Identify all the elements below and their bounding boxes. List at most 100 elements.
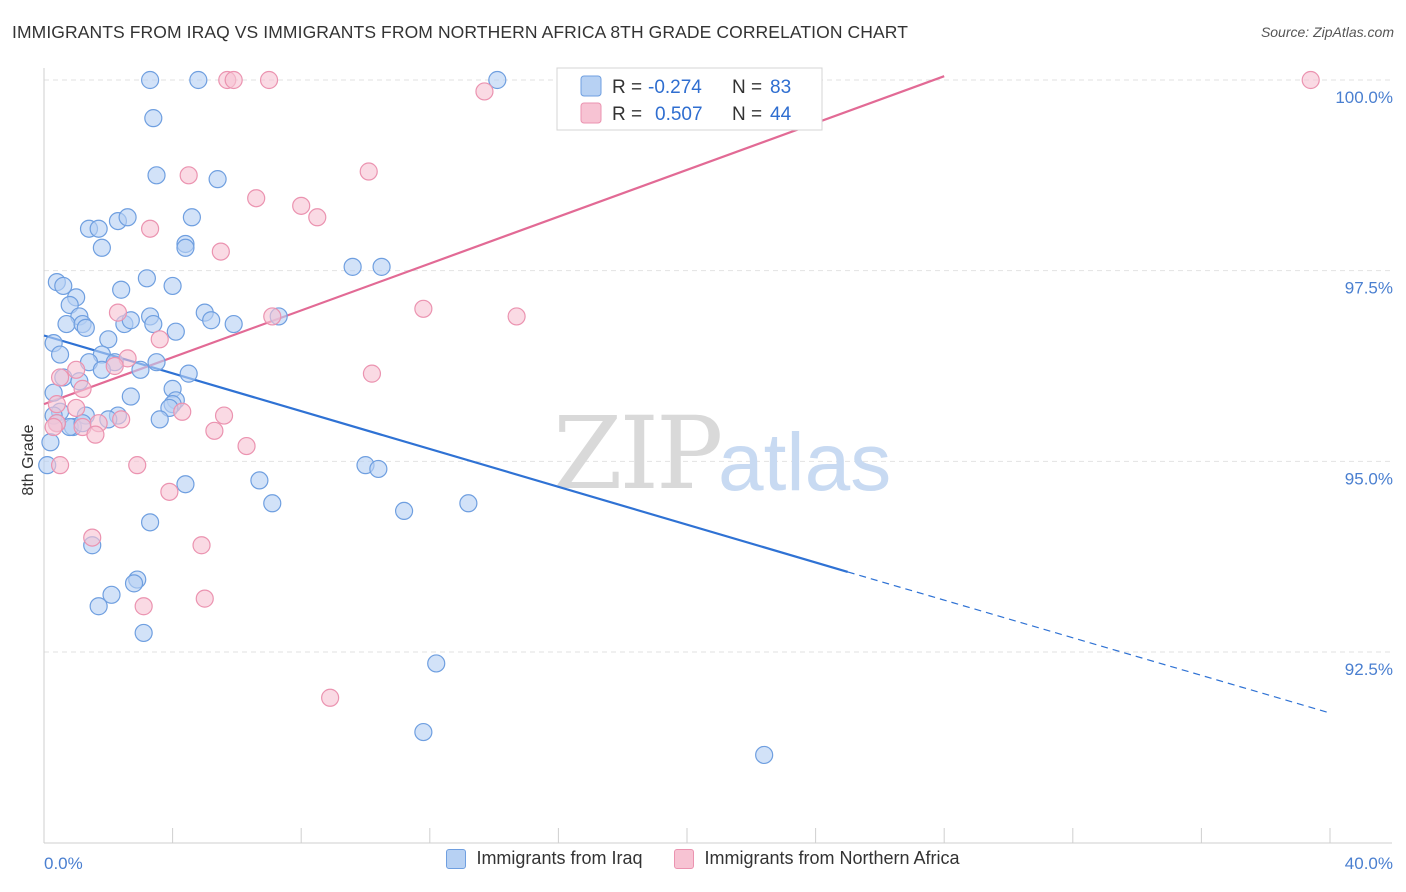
point-iraq-77 — [427, 654, 446, 673]
watermark-atlas: atlas — [718, 417, 891, 508]
point-iraq-37 — [99, 330, 118, 349]
trend-lines — [43, 75, 1331, 714]
legend-n-value-nafrica: 44 — [770, 104, 792, 125]
point-nafrica-38 — [160, 482, 179, 501]
point-iraq-13 — [92, 238, 111, 257]
point-nafrica-10 — [308, 208, 327, 227]
point-iraq-31 — [144, 314, 163, 334]
point-nafrica-13 — [414, 299, 433, 318]
point-nafrica-27 — [214, 406, 234, 425]
legend-swatch-iraq — [580, 75, 602, 97]
point-nafrica-15 — [263, 307, 282, 326]
point-iraq-73 — [124, 574, 144, 593]
point-iraq-45 — [131, 360, 150, 379]
point-nafrica-3 — [475, 82, 494, 101]
point-iraq-38 — [50, 345, 70, 364]
point-iraq-65 — [250, 471, 269, 490]
point-iraq-74 — [102, 585, 121, 604]
point-nafrica-43 — [321, 688, 340, 707]
point-iraq-27 — [57, 314, 76, 334]
point-iraq-69 — [459, 494, 478, 513]
point-iraq-18 — [137, 269, 156, 288]
point-iraq-35 — [76, 318, 95, 337]
x-tick-label-0: 0.0% — [44, 854, 83, 873]
y-tick-label-1: 95.0% — [1345, 469, 1393, 488]
point-nafrica-25 — [67, 398, 86, 418]
point-nafrica-2 — [259, 70, 279, 90]
watermark: ZIP atlas — [553, 395, 891, 512]
point-iraq-20 — [112, 280, 131, 299]
y-axis-title: 8th Grade — [20, 424, 37, 495]
y-tick-labels: 92.5% 95.0% 97.5% 100.0% — [1335, 88, 1393, 679]
legend-r-label-iraq: R = — [612, 77, 642, 98]
point-iraq-19 — [163, 276, 182, 296]
axes — [43, 68, 1392, 844]
y-tick-label-3: 100.0% — [1335, 88, 1393, 107]
point-nafrica-24 — [47, 395, 66, 414]
point-nafrica-21 — [67, 360, 86, 379]
legend-swatch-nafrica — [580, 102, 602, 124]
legend-swatch-iraq-bottom — [446, 848, 467, 869]
point-nafrica-41 — [195, 589, 214, 608]
legend-r-value-nafrica: 0.507 — [655, 104, 703, 125]
series-legend: Immigrants from Iraq Immigrants from Nor… — [0, 848, 1406, 869]
point-nafrica-5 — [1301, 70, 1320, 90]
point-iraq-50 — [121, 387, 140, 406]
grid-lines — [44, 79, 1392, 653]
x-tick-labels: 0.0% 40.0% — [44, 854, 1393, 873]
point-nafrica-8 — [247, 189, 266, 208]
chart-title: IMMIGRANTS FROM IRAQ VS IMMIGRANTS FROM … — [12, 22, 908, 42]
point-iraq-4 — [147, 166, 166, 185]
legend-item-iraq: Immigrants from Iraq — [446, 848, 642, 869]
legend-r-value-iraq: -0.274 — [648, 77, 702, 98]
point-nafrica-40 — [192, 536, 211, 555]
point-iraq-9 — [118, 208, 137, 227]
point-nafrica-7 — [359, 162, 378, 181]
point-nafrica-34 — [205, 421, 224, 440]
point-iraq-58 — [150, 410, 169, 429]
legend-item-nafrica: Immigrants from Northern Africa — [674, 848, 960, 869]
point-nafrica-39 — [83, 528, 102, 547]
point-nafrica-12 — [211, 242, 230, 261]
x-tick-label-1: 40.0% — [1345, 854, 1393, 873]
legend-n-label-iraq: N = — [732, 77, 762, 98]
trend-line-iraq — [43, 334, 849, 573]
point-iraq-0 — [140, 70, 160, 90]
y-tick-label-2: 97.5% — [1345, 279, 1393, 298]
legend-n-label-nafrica: N = — [732, 104, 762, 125]
point-nafrica-14 — [507, 307, 526, 326]
point-nafrica-9 — [292, 196, 311, 215]
point-iraq-32 — [202, 311, 221, 330]
point-iraq-1 — [189, 70, 208, 90]
point-nafrica-35 — [237, 436, 256, 456]
point-nafrica-37 — [50, 456, 70, 475]
watermark-zip: ZIP — [553, 395, 720, 512]
point-iraq-17 — [54, 276, 73, 296]
point-iraq-5 — [208, 170, 227, 189]
legend-swatch-nafrica-bottom — [674, 848, 695, 869]
point-iraq-2 — [488, 70, 507, 90]
point-iraq-12 — [176, 238, 195, 257]
point-iraq-34 — [166, 322, 185, 341]
point-iraq-42 — [147, 353, 166, 372]
point-iraq-78 — [414, 722, 433, 742]
point-nafrica-42 — [134, 597, 153, 616]
chart-source: Source: ZipAtlas.com — [1260, 24, 1394, 40]
point-iraq-79 — [755, 745, 774, 765]
legend-label-nafrica: Immigrants from Northern Africa — [704, 848, 960, 868]
point-nafrica-17 — [150, 330, 169, 349]
point-iraq-66 — [176, 475, 195, 494]
point-iraq-10 — [182, 208, 201, 227]
point-nafrica-28 — [112, 410, 131, 429]
point-iraq-33 — [224, 314, 243, 334]
point-iraq-68 — [394, 501, 414, 521]
point-iraq-70 — [140, 513, 160, 532]
point-iraq-76 — [134, 623, 153, 643]
point-nafrica-26 — [173, 402, 192, 421]
point-nafrica-20 — [362, 364, 382, 383]
point-iraq-7 — [89, 219, 108, 238]
legend-r-label-nafrica: R = — [612, 104, 642, 125]
point-iraq-14 — [343, 257, 362, 276]
point-nafrica-6 — [179, 166, 198, 185]
